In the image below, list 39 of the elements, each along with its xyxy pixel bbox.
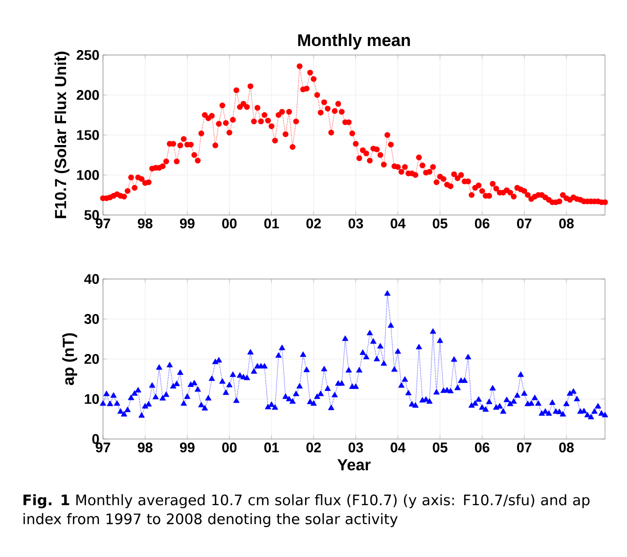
y-tick-label: 30: [84, 314, 99, 324]
y-tick-label: 50: [84, 210, 99, 220]
text: Fig. 1 Monthly averaged 10.7 cm solar flux (F10.7) (y axis: F10.7/sfu) and ap index from 1997 to 2008 denoting the solar activity: [24, 494, 590, 528]
x-tick-label: 08: [559, 218, 574, 228]
x-axis-title: Year: [337, 459, 371, 470]
x-tick-label: 04: [390, 442, 406, 452]
x-tick-label: 01: [264, 442, 279, 452]
y-tick-label: 40: [84, 274, 99, 284]
x-tick-label: 05: [432, 442, 448, 452]
x-tick-label: 98: [138, 442, 152, 452]
x-tick-label: 08: [559, 442, 574, 452]
y-tick-label: 100: [77, 170, 99, 180]
x-tick-label: 04: [390, 218, 406, 228]
x-tick-label: 06: [474, 442, 490, 452]
chart-title: Monthly mean: [298, 34, 410, 50]
x-tick-label: 05: [432, 218, 448, 228]
x-tick-label: 01: [264, 218, 279, 228]
y-tick-label: 0: [92, 434, 99, 444]
y-axis-title: ap (nT): [62, 333, 78, 386]
x-tick-label: 98: [138, 218, 152, 228]
y-tick-label: 250: [76, 50, 99, 60]
x-tick-label: 02: [306, 442, 321, 452]
x-tick-label: 97: [96, 442, 110, 452]
y-axis-title: F10.7 (Solar Flux Unit): [54, 52, 70, 218]
y-tick-label: 10: [84, 394, 99, 404]
x-tick-label: 03: [348, 218, 364, 228]
y-tick-label: 150: [77, 130, 99, 140]
y-tick-label: 20: [84, 354, 99, 364]
x-tick-label: 99: [180, 442, 194, 452]
x-tick-label: 00: [222, 218, 237, 228]
x-tick-label: 06: [474, 218, 490, 228]
x-tick-label: 99: [180, 218, 194, 228]
x-tick-label: 02: [306, 218, 321, 228]
x-tick-label: 97: [96, 218, 110, 228]
x-tick-label: 00: [222, 442, 237, 452]
y-tick-label: 200: [76, 90, 99, 100]
x-tick-label: 07: [517, 218, 532, 228]
x-tick-label: 03: [348, 442, 364, 452]
x-tick-label: 07: [517, 442, 532, 452]
